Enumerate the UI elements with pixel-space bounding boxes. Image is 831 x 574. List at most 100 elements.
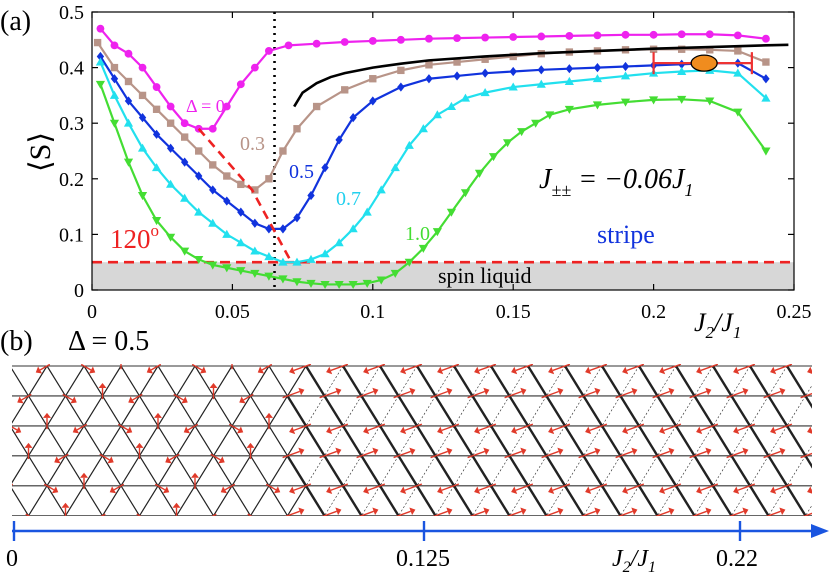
data-point xyxy=(166,179,176,188)
parameter-tick-label-022: 0.22 xyxy=(716,546,758,572)
data-point xyxy=(292,278,302,287)
data-point xyxy=(250,246,260,255)
data-point xyxy=(251,186,259,194)
data-point xyxy=(545,111,555,120)
data-point xyxy=(706,46,714,54)
data-point xyxy=(733,68,743,77)
data-point xyxy=(593,31,602,40)
x-tick-label: 0.2 xyxy=(641,301,666,323)
data-point xyxy=(349,113,357,123)
panel-b-delta-label: Δ = 0.5 xyxy=(68,326,149,357)
data-point xyxy=(509,66,517,77)
data-point xyxy=(152,129,161,139)
axis-ticks: 0 0.05 0.1 0.15 0.2 0.25 0 0.1 0.2 0.3 0.4 0.5 xyxy=(59,2,812,323)
parameter-axis-label: J2/J1 xyxy=(612,546,656,574)
data-point xyxy=(460,93,471,102)
data-point xyxy=(180,133,189,141)
y-tick-label: 0.2 xyxy=(59,169,84,191)
data-point xyxy=(418,244,428,253)
data-point xyxy=(733,31,742,40)
data-point xyxy=(264,47,273,55)
data-point xyxy=(348,280,358,290)
series-d0 xyxy=(96,24,770,133)
data-point xyxy=(536,79,546,88)
data-point xyxy=(110,41,119,50)
data-point xyxy=(180,119,189,128)
data-point xyxy=(195,171,203,181)
data-point xyxy=(621,61,630,72)
data-point xyxy=(166,233,176,242)
data-point xyxy=(96,51,105,62)
y-tick-label: 0.5 xyxy=(59,2,84,24)
data-point xyxy=(488,153,499,162)
series-label-d10: 1.0 xyxy=(405,223,430,245)
data-point xyxy=(180,247,190,256)
data-point xyxy=(368,37,377,45)
data-point xyxy=(110,74,119,84)
parameter-tick-label-0125: 0.125 xyxy=(396,546,450,572)
data-point xyxy=(208,218,218,227)
data-point xyxy=(396,35,405,44)
data-point xyxy=(369,96,377,106)
data-point xyxy=(705,97,715,106)
data-point xyxy=(362,279,372,288)
data-point xyxy=(565,31,574,40)
error-bar xyxy=(652,52,753,75)
x-axis-label: J2/J1 xyxy=(694,308,741,342)
data-point xyxy=(341,86,349,94)
series-d07 xyxy=(95,57,771,266)
data-point xyxy=(109,90,120,99)
data-point xyxy=(509,33,518,41)
data-point xyxy=(264,272,274,281)
data-point xyxy=(565,64,574,74)
parameter-axis: 0 0.125 0.22 J2/J1 xyxy=(6,521,829,574)
data-point xyxy=(95,80,106,89)
data-point xyxy=(446,101,457,110)
data-point xyxy=(425,61,433,69)
data-point xyxy=(278,275,288,284)
data-point xyxy=(166,143,175,153)
data-point xyxy=(376,185,386,194)
data-point xyxy=(677,30,686,39)
data-point xyxy=(279,224,287,234)
data-point xyxy=(320,280,330,290)
data-point xyxy=(340,38,349,46)
data-point xyxy=(649,96,659,105)
data-point xyxy=(236,267,246,276)
data-point xyxy=(592,101,603,110)
data-point xyxy=(209,185,217,195)
series-label-d0: Δ = 0 xyxy=(186,96,225,116)
data-point xyxy=(369,75,377,83)
data-point xyxy=(209,161,217,169)
parameter-axis-arrowhead xyxy=(811,524,829,538)
data-point xyxy=(138,113,147,123)
data-point xyxy=(705,30,714,39)
data-point xyxy=(404,258,414,267)
coupling-annotation: J±± = −0.06J1 xyxy=(539,164,693,200)
data-point xyxy=(109,119,120,128)
series-label-d05: 0.5 xyxy=(289,161,314,183)
y-tick-label: 0 xyxy=(74,280,84,302)
data-point xyxy=(124,77,133,86)
data-point xyxy=(334,238,344,247)
panel-a-label: (a) xyxy=(0,6,31,37)
series-line-d05 xyxy=(99,55,767,230)
region-spin-liquid-label: spin liquid xyxy=(438,263,532,288)
spin-arrows xyxy=(12,364,812,516)
data-point xyxy=(278,257,288,266)
data-point xyxy=(237,180,245,189)
data-point xyxy=(293,213,301,223)
data-point xyxy=(166,102,175,111)
data-point xyxy=(761,147,771,156)
data-point xyxy=(180,157,189,167)
data-point xyxy=(537,65,545,75)
data-point xyxy=(404,140,414,149)
y-axis-label: ⟨S⟩ xyxy=(24,132,57,172)
data-point xyxy=(222,229,232,238)
data-point xyxy=(592,74,603,83)
data-point xyxy=(509,52,517,61)
data-point xyxy=(264,252,274,261)
data-point xyxy=(762,34,770,43)
region-stripe-label: stripe xyxy=(597,220,655,249)
